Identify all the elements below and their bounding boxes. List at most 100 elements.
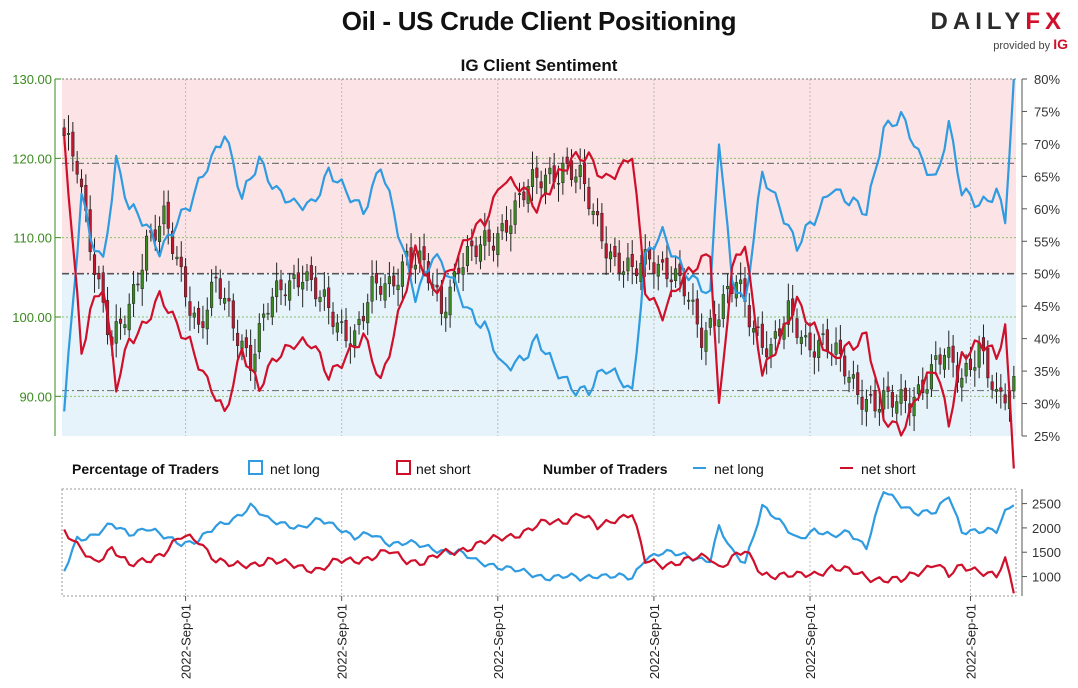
candle-body (214, 276, 218, 279)
candle-body (461, 267, 465, 275)
candle-body (366, 302, 370, 324)
candle-body (990, 381, 994, 390)
candle-body (257, 323, 261, 353)
candle-body (131, 284, 136, 304)
candle-body (756, 326, 760, 329)
candle-body (608, 251, 613, 260)
candle-body (556, 182, 561, 185)
candle-body (279, 279, 283, 291)
candle-body (847, 376, 851, 383)
candle-body (470, 240, 474, 247)
candle-body (925, 389, 929, 394)
candle-body (92, 254, 97, 275)
x-axis-date-label: 2022-Sep-01 (964, 604, 979, 679)
candle-body (691, 299, 695, 302)
right-axis-tick-label: 35% (1034, 364, 1060, 379)
candle-body (942, 355, 947, 370)
candle-body (929, 364, 933, 390)
candle-body (227, 298, 231, 302)
candle-body (400, 261, 404, 287)
short-majority-background (62, 79, 1016, 274)
candle-body (986, 348, 990, 379)
candle-body (916, 384, 920, 394)
candle-body (882, 390, 886, 410)
candle-body (292, 274, 296, 279)
candle-body (665, 257, 669, 280)
candle-body (574, 176, 578, 183)
chart-subtitle: IG Client Sentiment (460, 56, 618, 75)
x-axis: 2022-Sep-01 2022-Sep-01 2022-Sep-01 2022-Se… (179, 596, 979, 679)
candle-body (613, 246, 617, 258)
candle-body (253, 353, 257, 373)
candle-body (270, 296, 274, 318)
right-axis-tick-label: 55% (1034, 234, 1060, 249)
traders-axis-tick-label: 1500 (1032, 545, 1061, 560)
candle-body (504, 220, 509, 233)
candle-body (422, 246, 426, 261)
candle-body (296, 272, 300, 288)
left-axis-tick-label: 130.00 (12, 72, 52, 87)
right-axis-tick-label: 65% (1034, 169, 1060, 184)
candle-body (166, 201, 170, 229)
candle-body (786, 300, 790, 325)
right-axis-tick-label: 80% (1034, 72, 1060, 87)
candle-body (843, 355, 847, 377)
candle-body (769, 344, 773, 357)
logo-brand-main: DAILY (930, 8, 1026, 35)
candle-body (205, 309, 209, 330)
legend-pct-short-swatch (396, 460, 411, 475)
long-majority-background (62, 273, 1016, 436)
candle-body (821, 333, 825, 336)
candle-body (661, 259, 665, 263)
legend-percentage-title: Percentage of Traders (72, 461, 219, 477)
candle-body (765, 348, 769, 358)
candle-body (838, 339, 842, 354)
candle-body (717, 319, 721, 327)
candle-body (535, 167, 539, 178)
candle-body (804, 335, 808, 338)
ig-logo: IG (1053, 36, 1068, 52)
candle-body (999, 387, 1003, 392)
candle-body (457, 267, 461, 274)
candle-body (283, 294, 287, 297)
candle-body (162, 205, 166, 225)
candle-body (795, 318, 799, 338)
candle-body (760, 323, 764, 348)
candle-body (361, 315, 365, 322)
candle-body (678, 263, 682, 277)
candle-body (123, 324, 127, 328)
candle-body (145, 235, 149, 271)
logo-provided-by: provided by IG (993, 36, 1068, 52)
candle-body (370, 276, 374, 302)
candle-body (700, 327, 704, 348)
legend: Percentage of Traders net long net short Nu… (72, 460, 916, 477)
right-axis-tick-label: 30% (1034, 397, 1060, 412)
candle-body (617, 252, 621, 274)
candle-body (266, 312, 270, 315)
candle-body (262, 313, 266, 318)
candle-body (318, 296, 322, 302)
main-chart: 90.00 100.00 110.00 120.00 130.00 25% 30% 35% 40… (12, 72, 1060, 469)
candle-body (396, 284, 400, 291)
candle-body (478, 244, 483, 262)
candle-body (895, 401, 899, 414)
logo-provided-by-text: provided by (993, 40, 1051, 52)
candle-body (184, 266, 188, 298)
candle-body (886, 386, 890, 392)
candle-body (565, 156, 569, 164)
candle-body (275, 280, 279, 298)
candle-body (474, 245, 478, 257)
candle-body (118, 318, 123, 324)
candle-body (192, 312, 196, 318)
candle-body (622, 271, 626, 275)
candle-body (994, 388, 999, 392)
candle-body (392, 275, 396, 287)
traders-axis-tick-label: 1000 (1032, 570, 1061, 585)
candle-body (305, 271, 309, 282)
candle-body (951, 345, 955, 363)
candle-body (383, 283, 387, 301)
candle-body (491, 245, 496, 251)
candle-body (1003, 394, 1007, 404)
candle-body (127, 303, 131, 331)
candle-body (97, 273, 101, 280)
